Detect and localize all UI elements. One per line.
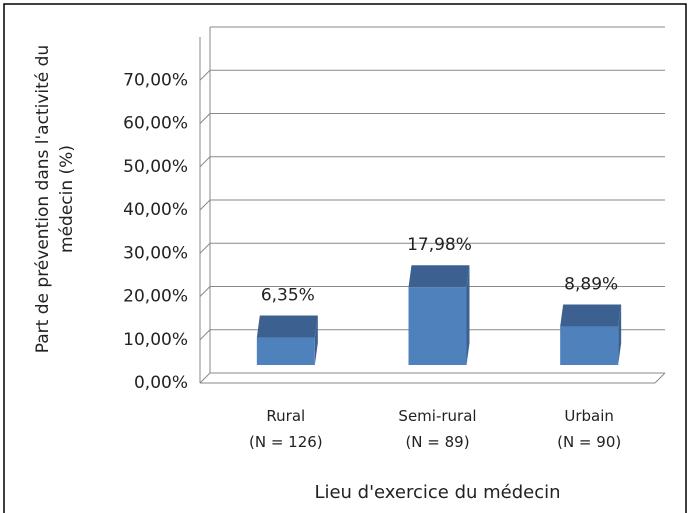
y-tick-label: 70,00%: [123, 70, 188, 90]
bar: [560, 326, 619, 365]
y-tick-label: 50,00%: [123, 157, 188, 177]
grid-line: [199, 69, 665, 81]
x-tick-label: Semi-rural (N = 89): [398, 407, 477, 451]
grid-line: [199, 199, 665, 211]
grid-line: [199, 113, 665, 124]
bar-top: [560, 304, 622, 327]
bar: [256, 337, 315, 365]
y-tick-label: 10,00%: [123, 330, 188, 350]
bar: [408, 287, 467, 365]
grid-line: [199, 242, 665, 254]
y-tick-label: 0,00%: [134, 373, 188, 393]
y-axis-title: Part de prévention dans l'activité du mé…: [33, 44, 77, 354]
y-tick-label: 60,00%: [123, 114, 188, 134]
bar-side: [466, 265, 470, 365]
data-label: 17,98%: [407, 235, 472, 255]
grid-line: [199, 329, 665, 341]
y-tick-label: 40,00%: [123, 200, 188, 220]
grid-line: [199, 372, 665, 384]
data-label: 8,89%: [564, 275, 618, 295]
y-tick-label: 30,00%: [123, 243, 188, 263]
bar-side: [314, 315, 318, 365]
x-tick-label: Rural (N = 126): [248, 407, 323, 451]
x-tick-label: Urbain (N = 90): [557, 407, 622, 451]
data-label: 6,35%: [261, 286, 315, 306]
floor-right: [654, 372, 666, 384]
bar-top: [256, 315, 318, 338]
frame: [3, 3, 687, 513]
x-axis-title: Lieu d'exercice du médecin: [314, 482, 561, 503]
grid-line: [199, 286, 665, 297]
bar-side: [618, 304, 622, 365]
grid-line: [199, 156, 665, 168]
bar-top: [408, 265, 470, 288]
y-tick-label: 20,00%: [123, 287, 188, 307]
